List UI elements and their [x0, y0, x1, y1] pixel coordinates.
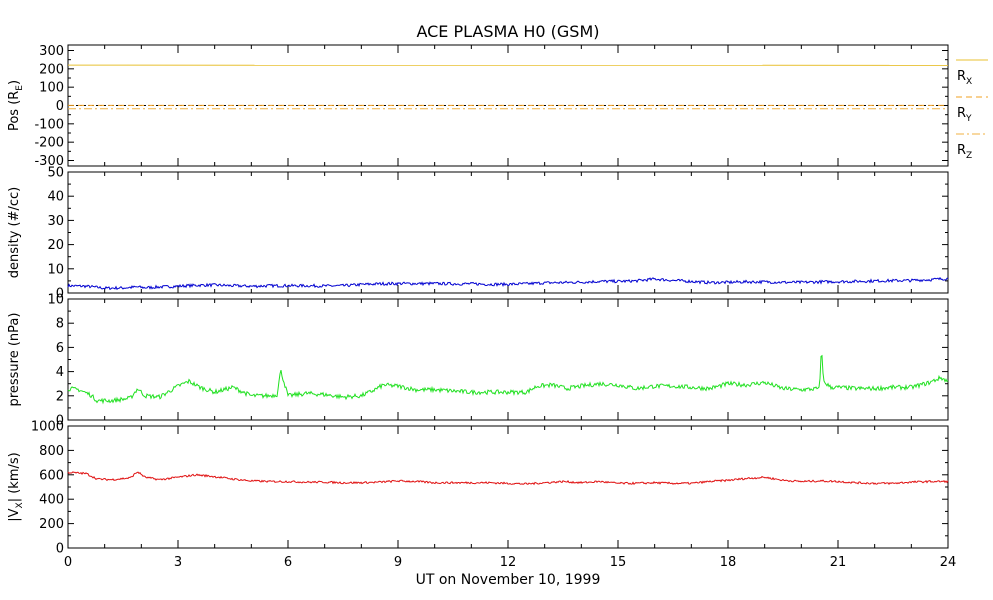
y-tick-label: 2	[56, 389, 64, 404]
y-tick-label: 10	[47, 293, 64, 308]
x-tick-label: 18	[720, 555, 737, 570]
y-tick-label: 50	[47, 166, 64, 181]
y-tick-label: 0	[56, 99, 64, 114]
x-tick-label: 15	[610, 555, 627, 570]
legend-label-z: RZ	[957, 143, 972, 161]
y-tick-label: 0	[56, 542, 64, 557]
y-tick-label: 0	[56, 414, 64, 429]
y-tick-label: 200	[39, 62, 64, 77]
series-line-pressure	[67, 354, 949, 405]
y-tick-label: 600	[39, 468, 64, 483]
x-tick-label: 12	[500, 555, 517, 570]
x-tick-label: 21	[830, 555, 847, 570]
y-axis-label: pressure (nPa)	[7, 313, 22, 407]
y-tick-label: 400	[39, 493, 64, 508]
panel-pos: 300 200 100 0 -100 -200 -300 Pos (RE)	[7, 44, 949, 169]
y-axis-label: Pos (RE)	[7, 80, 25, 131]
y-tick-label: -100	[34, 117, 64, 132]
x-axis-label: UT on November 10, 1999	[416, 572, 601, 588]
y-tick-label: -200	[34, 136, 64, 151]
x-tick-label: 3	[174, 555, 182, 570]
y-tick-label: 40	[47, 190, 64, 205]
legend-label-y: RY	[957, 106, 972, 124]
y-tick-label: 10	[47, 262, 64, 277]
y-tick-label: 1000	[31, 420, 64, 435]
legend: RX RY RZ	[956, 59, 988, 161]
legend-label-x: RX	[957, 69, 972, 87]
panel-vx-frame	[67, 425, 949, 549]
series-line-vx	[67, 471, 949, 486]
y-tick-label: 30	[47, 214, 64, 229]
x-tick-label: 9	[394, 555, 402, 570]
y-tick-label: 200	[39, 517, 64, 532]
y-tick-label: 800	[39, 444, 64, 459]
y-axis-label: density (#/cc)	[7, 187, 22, 279]
y-tick-label: -300	[34, 154, 64, 169]
series-line-density	[67, 276, 949, 291]
panel-pressure-frame	[67, 298, 949, 421]
y-tick-label: 6	[56, 341, 64, 356]
y-axis-label: |VX| (km/s)	[7, 452, 25, 521]
chart-title: ACE PLASMA H0 (GSM)	[416, 22, 599, 41]
panel-pressure: 10 8 6 4 2 0 pressure (nPa)	[7, 293, 949, 429]
y-tick-label: 100	[39, 81, 64, 96]
y-tick-label: 300	[39, 44, 64, 59]
x-tick-label: 0	[64, 555, 72, 570]
x-tick-label: 24	[940, 555, 957, 570]
y-tick-label: 20	[47, 238, 64, 253]
panel-density-frame	[67, 171, 949, 294]
panel-vx: 1000 800 600 400 200 0 |VX| (km/s)	[7, 420, 949, 557]
panel-density: 50 40 30 20 10 0 density (#/cc)	[7, 166, 949, 302]
y-tick-label: 0	[56, 287, 64, 302]
x-tick-label: 6	[284, 555, 292, 570]
y-tick-label: 4	[56, 365, 64, 380]
y-tick-label: 8	[56, 317, 64, 332]
